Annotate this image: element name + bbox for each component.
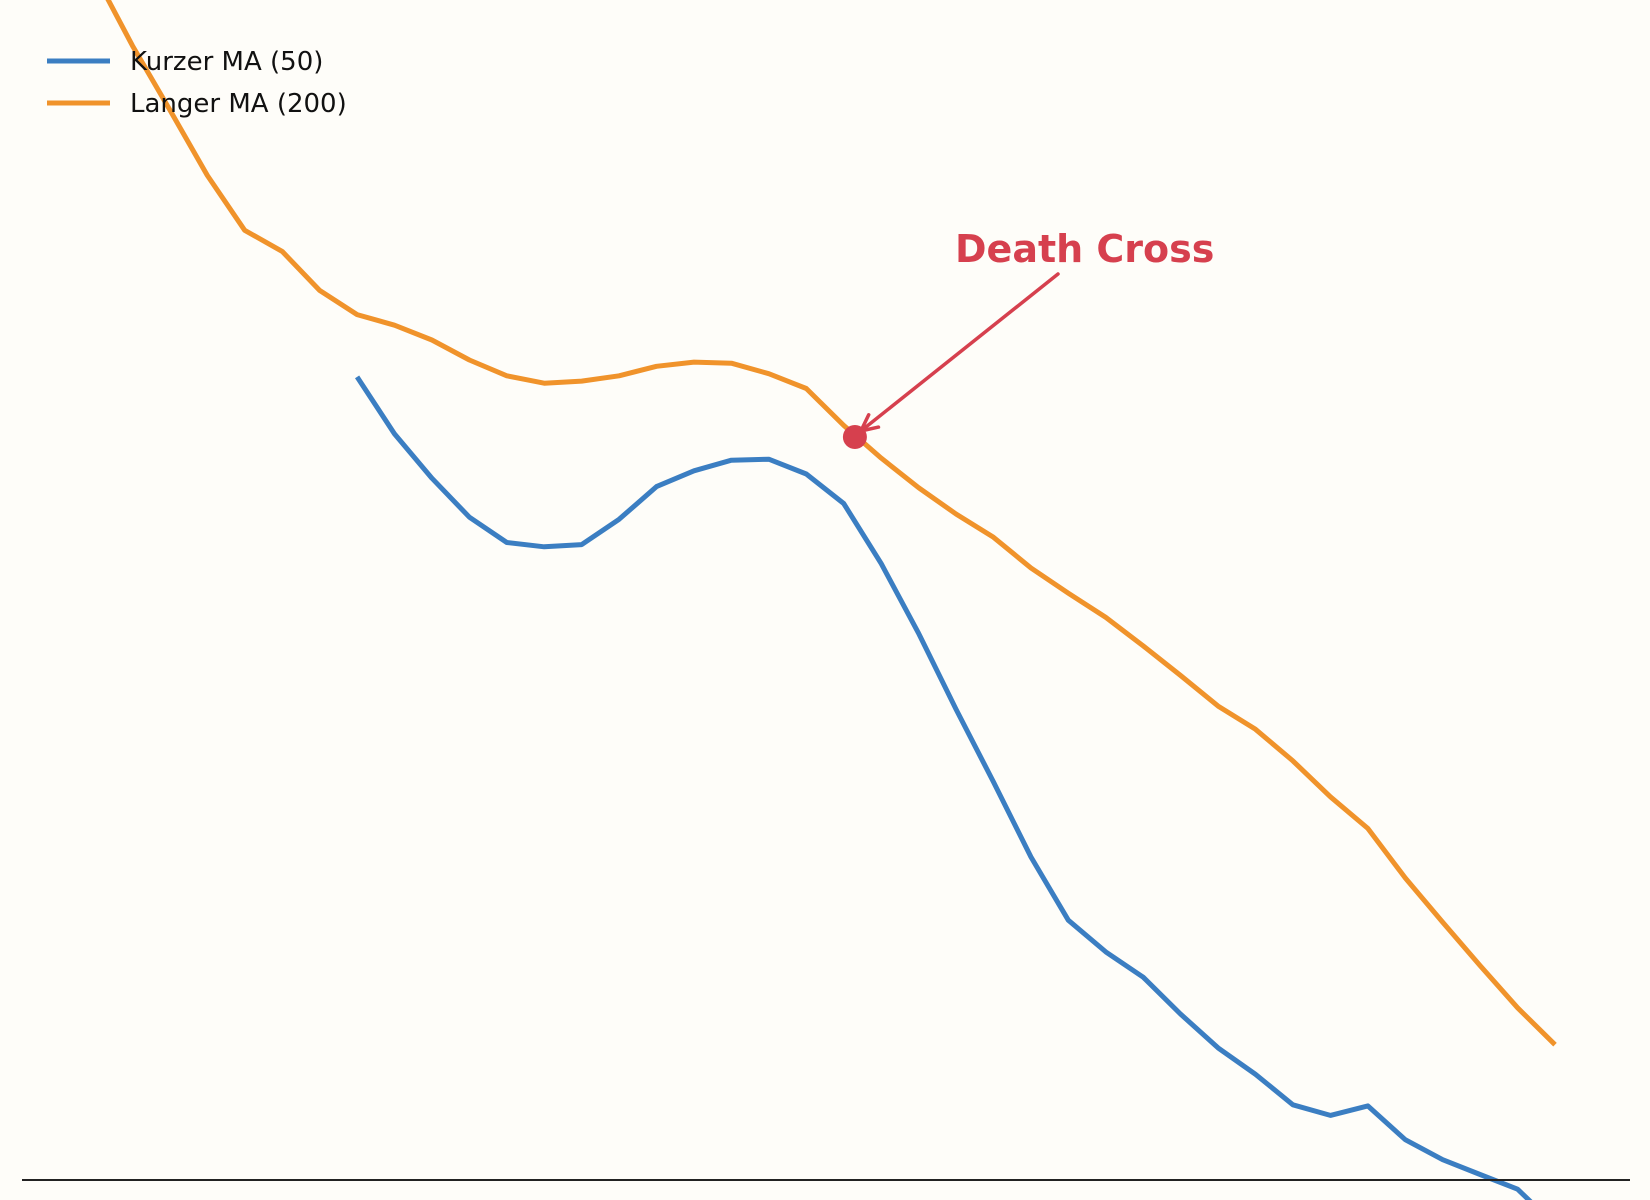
annotation-arrow-shaft xyxy=(859,272,1060,433)
crossover-marker xyxy=(842,425,867,449)
legend: Kurzer MA (50) Langer MA (200) xyxy=(47,47,347,119)
series-layer xyxy=(105,0,1557,1200)
series-line-kurzer-ma xyxy=(355,375,1533,1200)
annotation-label: Death Cross xyxy=(955,227,1214,271)
annotation-layer: Death Cross xyxy=(842,227,1214,449)
legend-label-kurzer-ma: Kurzer MA (50) xyxy=(130,47,323,77)
series-line-langer-ma xyxy=(105,0,1557,1047)
legend-label-langer-ma: Langer MA (200) xyxy=(130,89,347,119)
